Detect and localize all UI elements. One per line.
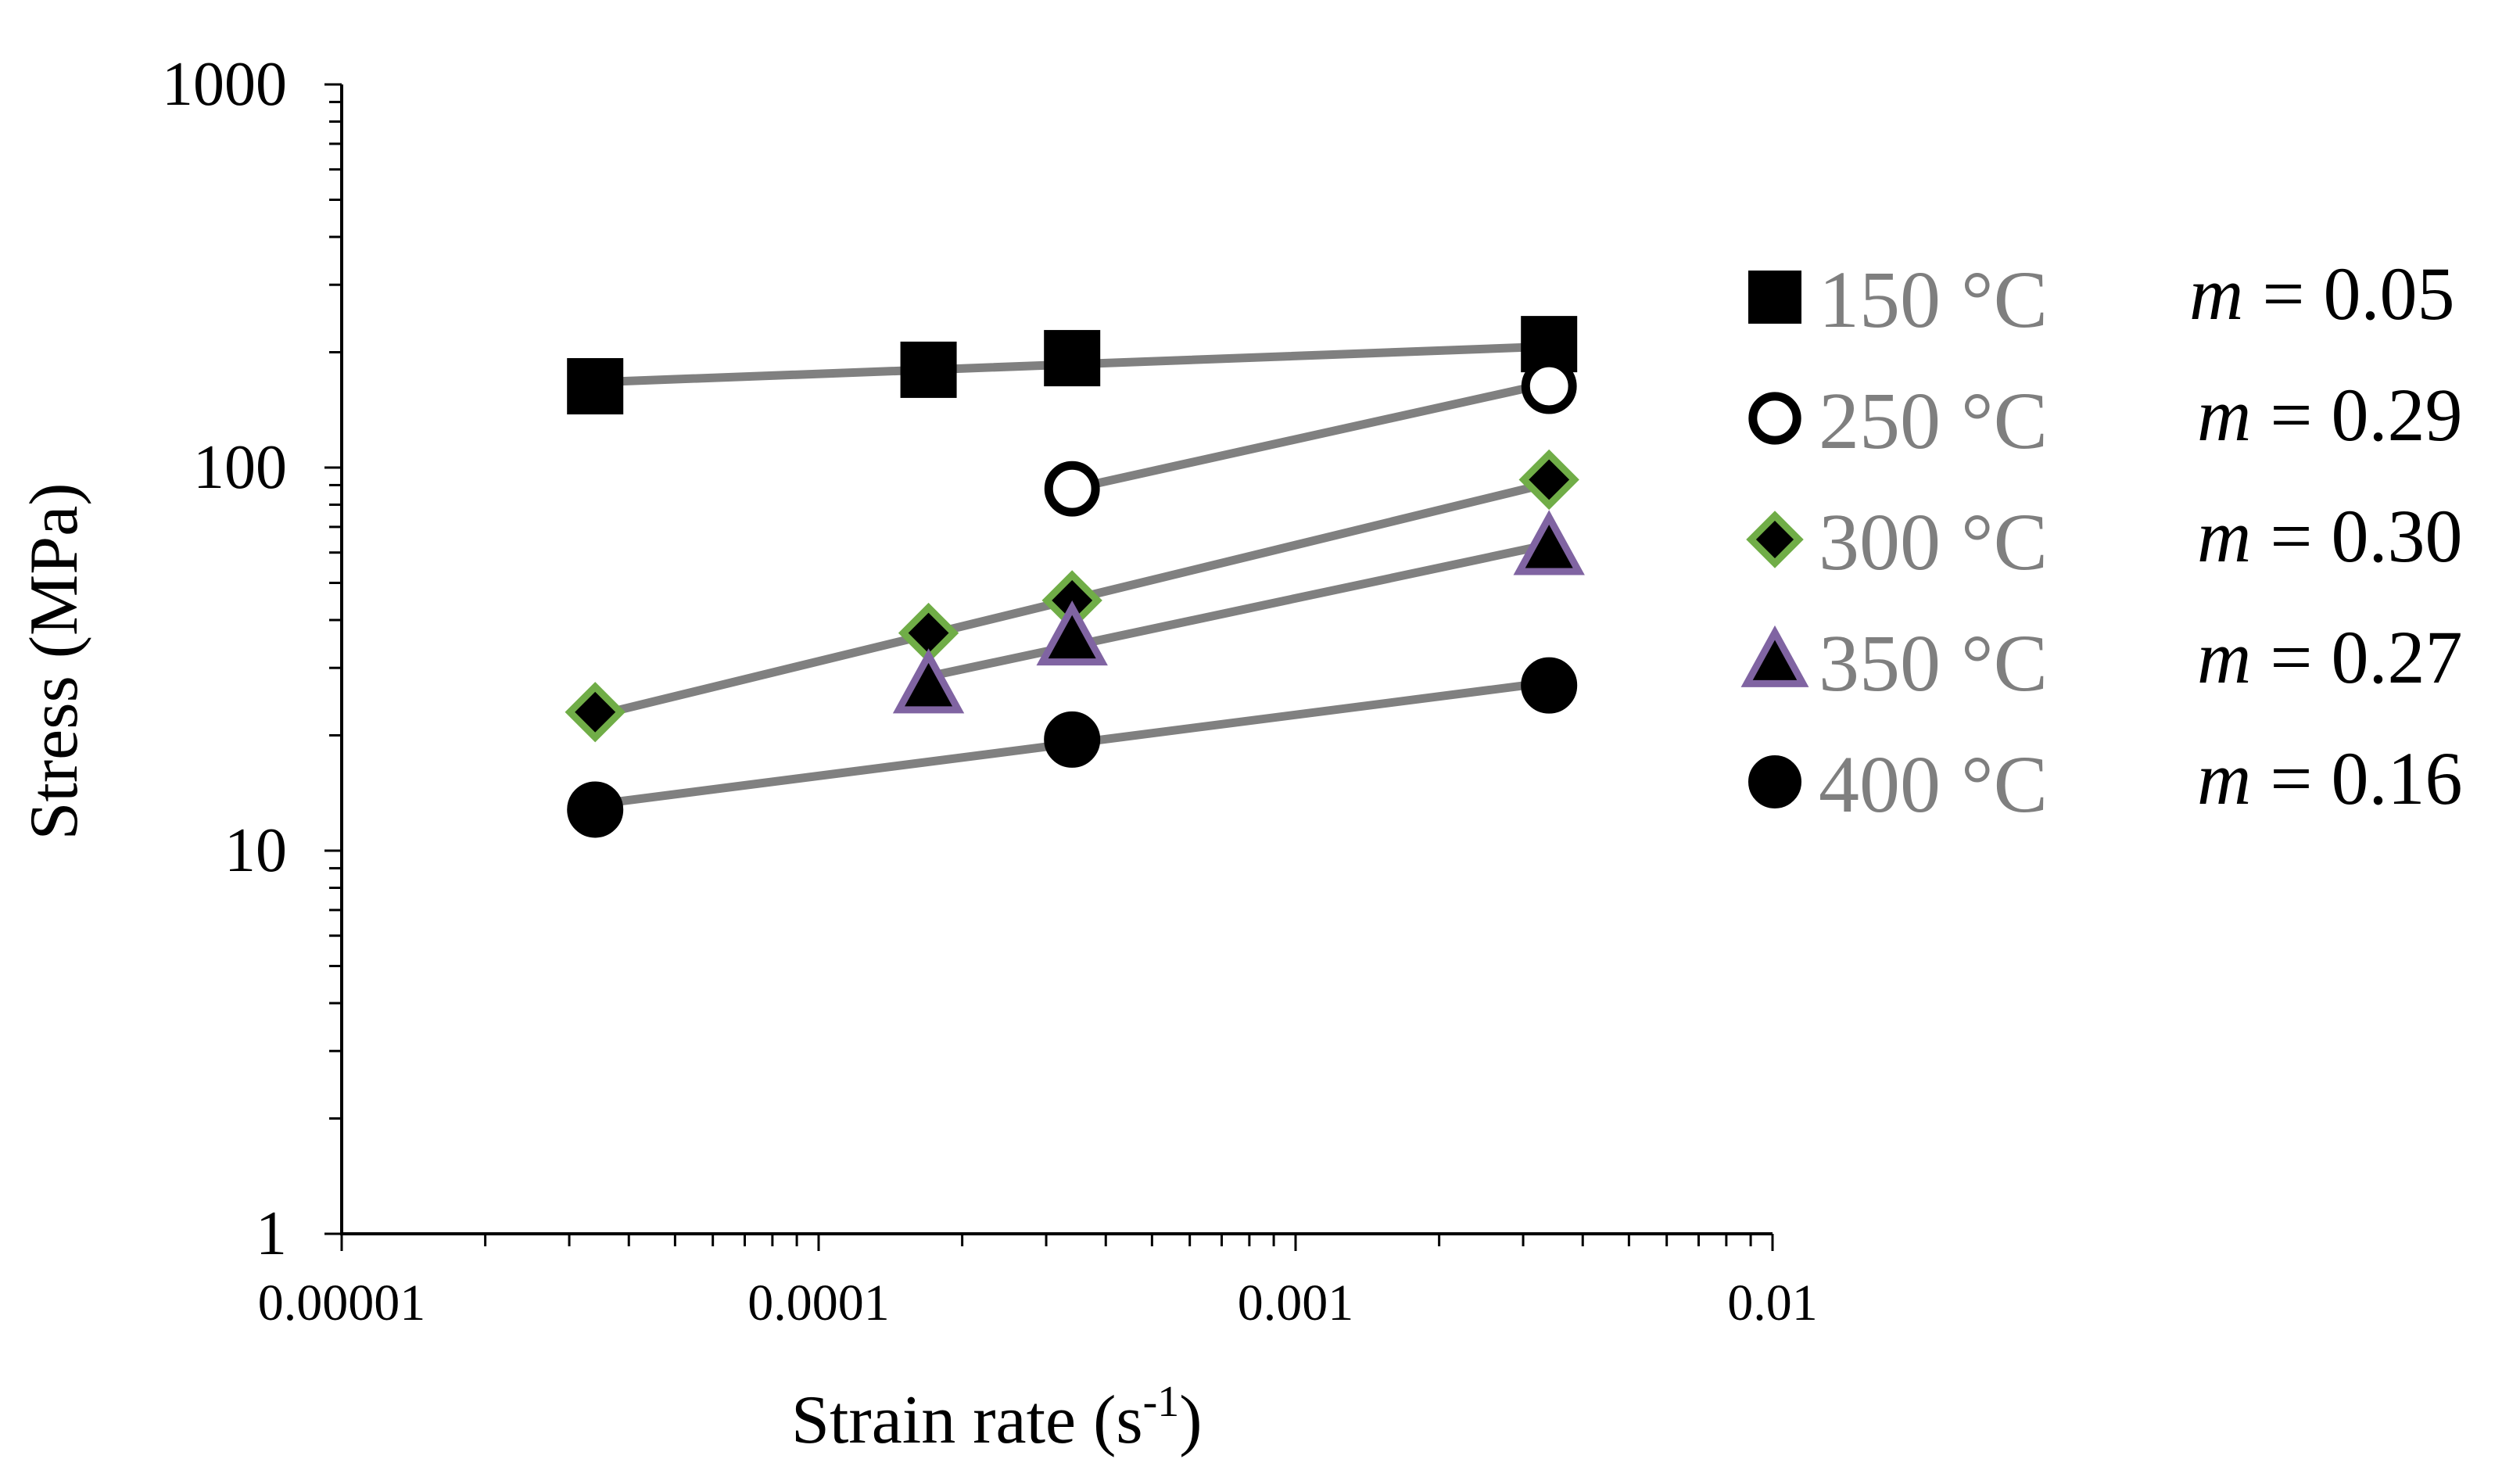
x-tick-label: 0.001: [1238, 1274, 1354, 1332]
tick-labels: 0.00001 0.0001 0.001 0.01 1 10 100 1000: [162, 50, 1818, 1332]
data-point-150c: [1044, 330, 1101, 387]
slope-symbol: m: [2197, 737, 2251, 820]
data-point-350c: [1513, 510, 1585, 575]
legend: 150 °C m = 0.05 250 °C m = 0.29 300 °C m = 0.…: [1740, 252, 2462, 830]
data-point-300c: [1518, 449, 1579, 511]
legend-marker-350c: [1740, 625, 1809, 687]
slope-value: = 0.16: [2251, 737, 2462, 820]
data-point-400c: [1044, 711, 1101, 768]
y-tick-label: 100: [193, 433, 287, 502]
slope-symbol: m: [2197, 373, 2251, 457]
legend-marker-250c: [1748, 392, 1801, 445]
legend-label-250c: 250 °C: [1819, 376, 2048, 466]
slope-label-400c: m = 0.16: [2197, 737, 2462, 820]
x-axis-title-sup: -1: [1143, 1378, 1180, 1426]
legend-label-150c: 150 °C: [1819, 255, 2048, 345]
data-point-350c: [892, 648, 965, 714]
legend-label-300c: 300 °C: [1819, 497, 2048, 587]
data-point-400c: [567, 781, 624, 838]
data-point-150c: [900, 341, 957, 398]
legend-marker-300c: [1746, 511, 1804, 568]
legend-marker-150c: [1748, 271, 1801, 324]
y-tick-label: 1: [256, 1199, 287, 1268]
x-tick-label: 0.01: [1727, 1274, 1818, 1332]
y-tick-label: 10: [224, 816, 287, 885]
x-tick-label: 0.0001: [747, 1274, 890, 1332]
slope-label-150c: m = 0.05: [2189, 252, 2454, 335]
slope-value: = 0.29: [2251, 373, 2462, 457]
legend-label-400c: 400 °C: [1819, 740, 2048, 830]
fit-line-350c: [924, 539, 1554, 681]
data-point-250c: [1521, 358, 1577, 414]
axes: [324, 83, 1774, 1251]
data-point-350c: [1036, 600, 1108, 666]
y-axis-title: Stress (MPa): [16, 482, 92, 840]
x-tick-label: 0.00001: [258, 1274, 426, 1332]
y-tick-label: 1000: [162, 50, 287, 119]
slope-label-250c: m = 0.29: [2197, 373, 2462, 457]
x-axis-title-end: ): [1179, 1382, 1202, 1458]
slope-symbol: m: [2197, 615, 2251, 699]
data-point-300c: [565, 682, 626, 743]
legend-marker-400c: [1748, 755, 1801, 808]
data-markers: [565, 316, 1585, 838]
data-point-400c: [1521, 657, 1578, 714]
slope-value: = 0.27: [2251, 615, 2462, 699]
slope-symbol: m: [2197, 494, 2251, 578]
slope-symbol: m: [2189, 252, 2243, 335]
fit-line-250c: [1067, 378, 1554, 493]
data-point-150c: [567, 358, 624, 415]
x-axis-title: Strain rate (s-1): [791, 1378, 1203, 1458]
x-axis-title-main: Strain rate (s: [791, 1382, 1143, 1458]
slope-label-300c: m = 0.30: [2197, 494, 2462, 578]
slope-label-350c: m = 0.27: [2197, 615, 2462, 699]
slope-value: = 0.05: [2243, 252, 2454, 335]
data-point-250c: [1044, 461, 1100, 517]
legend-label-350c: 350 °C: [1819, 618, 2048, 708]
slope-value: = 0.30: [2251, 494, 2462, 578]
